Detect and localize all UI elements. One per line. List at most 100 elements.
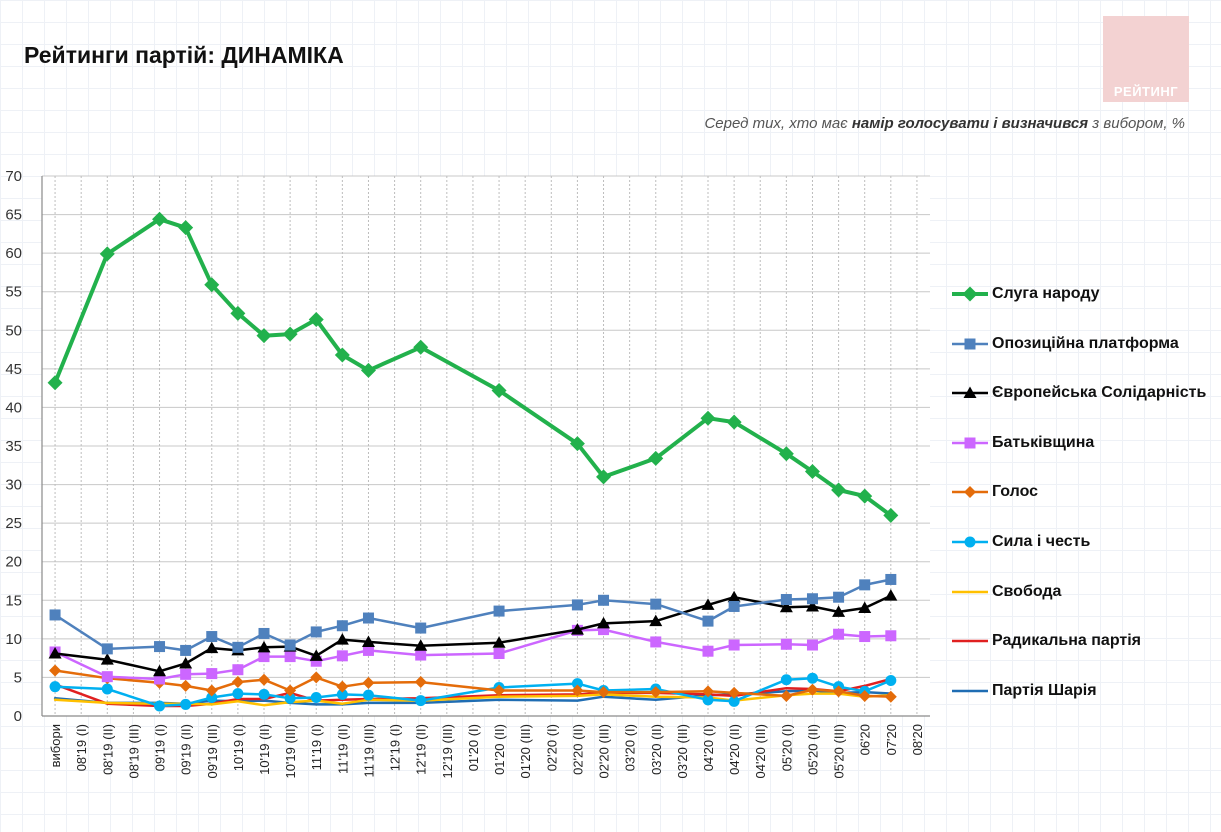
- data-point: [964, 437, 976, 449]
- y-tick-label: 25: [5, 515, 22, 532]
- data-point: [49, 664, 62, 677]
- x-tick-label: 02'20 (I): [544, 724, 559, 771]
- data-point: [336, 650, 348, 662]
- x-tick-label: вибори: [48, 724, 63, 767]
- legend-label: Радикальна партія: [992, 632, 1142, 650]
- data-point: [833, 591, 845, 603]
- data-point: [650, 636, 662, 648]
- y-tick-label: 10: [5, 631, 22, 648]
- data-point: [179, 679, 192, 692]
- legend-key: [952, 437, 988, 449]
- data-point: [256, 328, 272, 344]
- x-tick-label: 08'19 (III): [126, 724, 141, 779]
- x-tick-label: 03'20 (III): [675, 724, 690, 779]
- legend-label: Слуга народу: [992, 285, 1100, 302]
- y-tick-label: 5: [14, 669, 22, 686]
- legend-key: [952, 386, 988, 399]
- legend-item: Партія Шарія: [950, 679, 1218, 703]
- data-point: [232, 664, 244, 676]
- y-tick-label: 45: [5, 361, 22, 378]
- data-point: [414, 676, 427, 689]
- data-point: [336, 620, 348, 632]
- x-tick-label: 08'19 (I): [74, 724, 89, 771]
- subtitle-bold: намір голосувати і визначився: [851, 115, 1089, 132]
- x-tick-label: 11'19 (I): [309, 724, 324, 770]
- data-point: [805, 599, 819, 612]
- data-point: [310, 691, 322, 703]
- y-tick-label: 40: [5, 399, 22, 416]
- data-point: [258, 673, 270, 686]
- x-tick-label: 12'19 (II): [414, 724, 429, 775]
- data-point: [178, 220, 194, 236]
- data-point: [780, 674, 792, 686]
- data-point: [310, 671, 323, 684]
- data-point: [832, 605, 846, 617]
- data-point: [596, 469, 612, 485]
- x-tick-label: 11'19 (II): [335, 724, 350, 774]
- x-tick-label: 03'20 (II): [649, 724, 664, 775]
- y-tick-label: 55: [5, 284, 22, 301]
- legend-label: Опозиційна платформа: [992, 334, 1179, 352]
- legend-label: Свобода: [992, 582, 1062, 600]
- data-point: [361, 635, 375, 647]
- data-point: [858, 601, 872, 613]
- x-tick-label: 11'19 (III): [361, 724, 376, 778]
- legend-key: [952, 338, 988, 350]
- data-point: [493, 605, 505, 617]
- x-tick-label: 02'20 (III): [597, 724, 612, 779]
- data-point: [806, 639, 818, 651]
- data-point: [597, 686, 610, 699]
- x-tick-label: 06'20: [858, 724, 873, 755]
- data-point: [335, 633, 349, 645]
- data-point: [884, 589, 898, 601]
- legend-label: Голос: [992, 483, 1039, 501]
- x-tick-label: 09'19 (II): [179, 724, 194, 775]
- x-tick-label: 02'20 (II): [570, 724, 585, 775]
- data-point: [362, 689, 374, 701]
- data-point: [964, 536, 976, 548]
- x-tick-label: 07'20: [884, 724, 899, 755]
- data-point: [832, 685, 845, 698]
- data-point: [883, 507, 899, 523]
- data-point: [649, 686, 662, 699]
- x-tick-label: 10'19 (I): [231, 724, 246, 771]
- data-point: [362, 676, 375, 689]
- x-tick-label: 01'20 (I): [466, 724, 481, 771]
- data-point: [334, 347, 350, 363]
- x-tick-label: 03'20 (I): [623, 724, 638, 771]
- data-point: [230, 305, 246, 321]
- data-point: [702, 685, 714, 698]
- x-tick-label: 12'19 (I): [388, 724, 403, 771]
- data-point: [101, 643, 113, 655]
- legend-item: Опозиційна платформа: [950, 332, 1218, 356]
- data-point: [833, 628, 845, 640]
- data-point: [284, 692, 296, 704]
- data-point: [414, 639, 428, 651]
- series-2: [49, 573, 897, 656]
- data-point: [336, 680, 349, 693]
- data-point: [780, 638, 792, 650]
- data-point: [258, 627, 270, 639]
- y-tick-label: 50: [5, 322, 22, 339]
- x-tick-label: 10'19 (II): [257, 724, 272, 775]
- data-point: [728, 639, 740, 651]
- legend-item: Свобода: [950, 580, 1218, 604]
- x-tick-label: 08'20: [910, 724, 925, 755]
- data-point: [493, 648, 505, 660]
- x-tick-label: 05'20 (III): [832, 724, 847, 779]
- data-point: [154, 673, 166, 685]
- data-point: [284, 639, 296, 651]
- page-title: Рейтинги партій: ДИНАМІКА: [24, 42, 344, 68]
- data-point: [206, 668, 218, 680]
- data-point: [780, 689, 793, 702]
- data-point: [806, 683, 819, 696]
- legend-key: [952, 689, 988, 693]
- data-point: [964, 486, 976, 499]
- data-point: [154, 641, 166, 653]
- data-point: [804, 463, 820, 479]
- data-point: [231, 676, 244, 689]
- series-3: [48, 589, 898, 677]
- legend-item: Слуга народу: [950, 282, 1218, 306]
- data-point: [308, 311, 324, 327]
- data-point: [806, 593, 818, 605]
